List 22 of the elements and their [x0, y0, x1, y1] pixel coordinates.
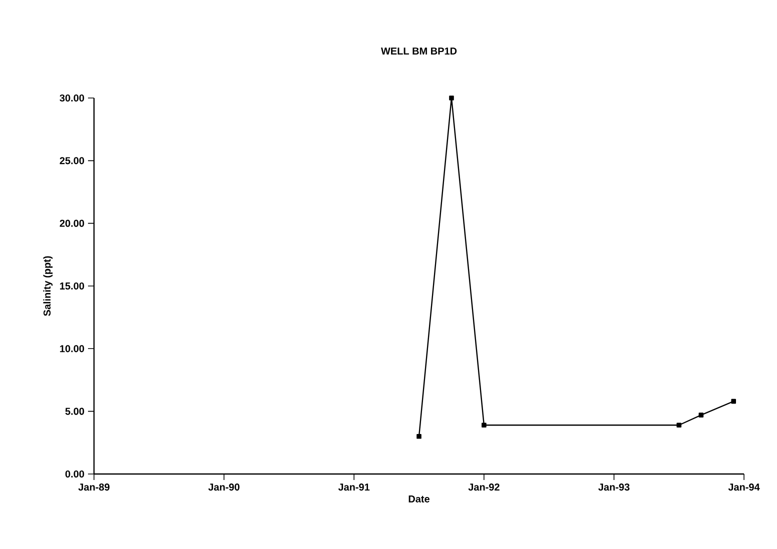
- y-tick-label: 15.00: [60, 282, 84, 290]
- x-tick-label: Jan-92: [468, 484, 500, 491]
- x-axis-title: Date: [408, 495, 430, 502]
- y-tick-label: 0.00: [65, 470, 84, 478]
- y-tick-label: 30.00: [60, 94, 84, 102]
- x-tick-label: Jan-93: [598, 484, 630, 491]
- point: [698, 412, 704, 418]
- x-tick-label: Jan-90: [208, 484, 240, 491]
- point: [482, 422, 486, 428]
- x-tick-label: Jan-91: [338, 484, 370, 491]
- point: [416, 434, 422, 439]
- y-axis-title: Salinity (ppt): [43, 256, 53, 316]
- chart-title: WELL BM BP1D: [380, 48, 457, 54]
- point: [449, 96, 454, 100]
- x-tick-label: Jan-89: [78, 484, 110, 491]
- point: [676, 422, 682, 428]
- y-tick-label: 20.00: [60, 220, 84, 227]
- y-tick-label: 10.00: [60, 345, 84, 352]
- y-tick-label: 25.00: [60, 157, 84, 164]
- point: [731, 398, 736, 404]
- x-tick-label: Jan-94: [728, 484, 760, 491]
- y-tick-label: 5.00: [65, 408, 84, 415]
